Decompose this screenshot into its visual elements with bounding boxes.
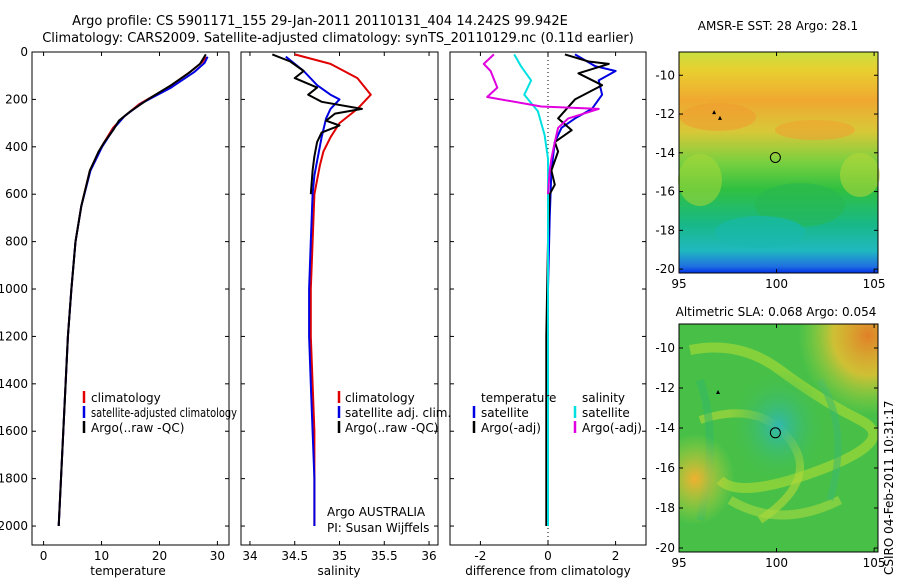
difference-legend: temperature salinity satellite Argo(-adj… bbox=[472, 391, 642, 435]
legend-label-climatology: climatology bbox=[91, 391, 161, 405]
ytick-label: 1000 bbox=[0, 282, 28, 296]
ytick-label: 1200 bbox=[0, 329, 28, 343]
series-line-salinity-satellite bbox=[513, 53, 549, 526]
sst-map-frame bbox=[678, 51, 879, 274]
map-xtick-label: 100 bbox=[765, 556, 788, 570]
sst-map-title: AMSR-E SST: 28 Argo: 28.1 bbox=[698, 19, 858, 33]
legend-header-temperature: temperature bbox=[481, 391, 556, 405]
series-line-argo-raw-qc- bbox=[271, 53, 363, 195]
sla-map-panel: Altimetric SLA: 0.068 Argo: 0.054 -10 -12… bbox=[655, 305, 885, 570]
sst-heatmap-texture bbox=[678, 103, 880, 248]
ytick-label: 0 bbox=[20, 45, 28, 59]
salinity-axes-frame bbox=[240, 51, 439, 546]
map-xtick-label: 95 bbox=[671, 277, 686, 291]
map-ytick-label: -20 bbox=[655, 262, 675, 276]
argo-position-marker bbox=[769, 151, 781, 163]
series-line-salinity-argo-adj- bbox=[482, 53, 600, 195]
legend-label-temp-satellite: satellite bbox=[481, 406, 529, 420]
xtick-label: 30 bbox=[210, 549, 225, 563]
map-xtick-label: 95 bbox=[671, 556, 686, 570]
figure-title-line1: Argo profile: CS 5901171_155 29-Jan-2011… bbox=[72, 14, 568, 29]
sla-map-frame bbox=[678, 323, 879, 553]
legend-label-temp-argo: Argo(-adj) bbox=[481, 421, 541, 435]
argo-australia-label: Argo AUSTRALIA bbox=[327, 505, 426, 519]
legend-label-satellite-adj: satellite adj. clim. bbox=[345, 406, 451, 420]
map-ytick-label: -14 bbox=[655, 421, 675, 435]
xtick-label: 35.5 bbox=[371, 549, 398, 563]
ytick-label: 2000 bbox=[0, 519, 28, 533]
legend-label-satellite-adjusted: satellite-adjusted climatology bbox=[91, 406, 237, 420]
legend-label-sal-satellite: satellite bbox=[582, 406, 630, 420]
map-xtick-label: 105 bbox=[863, 277, 886, 291]
xtick-label: 10 bbox=[94, 549, 109, 563]
series-line-argo-raw-qc- bbox=[57, 53, 207, 527]
series-line-climatology bbox=[294, 53, 372, 526]
difference-plot-layer: -2 0 2 bbox=[450, 51, 646, 563]
xtick-label: -2 bbox=[474, 549, 486, 563]
xtick-label: 36 bbox=[421, 549, 436, 563]
xtick-label: 34.5 bbox=[281, 549, 308, 563]
map-ytick-label: -20 bbox=[655, 541, 675, 555]
difference-xlabel: difference from climatology bbox=[465, 564, 631, 578]
difference-panel: -2 0 2 difference from climatology tempera… bbox=[449, 51, 647, 578]
float-track-point bbox=[717, 115, 722, 120]
salinity-plot-layer: 34 34.5 35 35.5 36 bbox=[241, 51, 438, 563]
map-ytick-label: -10 bbox=[655, 341, 675, 355]
pi-label: PI: Susan Wijffels bbox=[327, 521, 429, 535]
map-ytick-label: -14 bbox=[655, 146, 675, 160]
ytick-label: 1400 bbox=[0, 377, 28, 391]
xtick-label: 2 bbox=[612, 549, 620, 563]
sla-heatmap-texture bbox=[679, 324, 879, 552]
salinity-panel: 34 34.5 35 35.5 36 salinity climatology sate… bbox=[240, 51, 451, 578]
sla-map-title: Altimetric SLA: 0.068 Argo: 0.054 bbox=[676, 305, 877, 319]
legend-label-argo: Argo(..raw -QC) bbox=[91, 421, 184, 435]
ytick-label: 800 bbox=[5, 235, 28, 249]
map-ytick-label: -10 bbox=[655, 68, 675, 82]
ytick-label: 200 bbox=[5, 92, 28, 106]
ytick-label: 400 bbox=[5, 140, 28, 154]
xtick-label: 35 bbox=[332, 549, 347, 563]
temperature-xlabel: temperature bbox=[90, 564, 165, 578]
salinity-xlabel: salinity bbox=[317, 564, 360, 578]
series-line-satellite-adj-clim- bbox=[285, 55, 341, 526]
salinity-legend: climatology satellite adj. clim. Argo(..… bbox=[337, 391, 451, 435]
xtick-label: 20 bbox=[152, 549, 167, 563]
ytick-label: 1600 bbox=[0, 424, 28, 438]
xtick-label: 34 bbox=[242, 549, 257, 563]
legend-label-argo: Argo(..raw -QC) bbox=[345, 421, 438, 435]
temperature-legend: climatology satellite-adjusted climatolo… bbox=[82, 391, 237, 435]
legend-label-sal-argo: Argo(-adj) bbox=[582, 421, 642, 435]
ytick-label: 1800 bbox=[0, 472, 28, 486]
temperature-plot-layer: 0 200 400 600 800 1000 1200 1400 1600 1800 2000 0 10… bbox=[0, 45, 229, 563]
map-ytick-label: -16 bbox=[655, 461, 675, 475]
xtick-label: 0 bbox=[40, 549, 48, 563]
float-track-point bbox=[716, 390, 721, 394]
argo-position-marker bbox=[769, 427, 781, 439]
temperature-axes-frame bbox=[31, 51, 230, 546]
temperature-panel: 0 200 400 600 800 1000 1200 1400 1600 1800 2000 0 10… bbox=[0, 45, 237, 578]
map-ytick-label: -12 bbox=[655, 381, 675, 395]
map-xtick-label: 100 bbox=[765, 277, 788, 291]
map-ytick-label: -12 bbox=[655, 107, 675, 121]
xtick-label: 0 bbox=[544, 549, 552, 563]
map-xtick-label: 105 bbox=[863, 556, 886, 570]
float-track-point bbox=[712, 110, 717, 115]
sst-map-panel: AMSR-E SST: 28 Argo: 28.1 -10-12-14-16-1… bbox=[655, 19, 885, 291]
ytick-label: 600 bbox=[5, 187, 28, 201]
map-ytick-label: -18 bbox=[655, 223, 675, 237]
legend-header-salinity: salinity bbox=[582, 391, 625, 405]
credit-label: CSIRO 04-Feb-2011 10:31:17 bbox=[882, 400, 896, 575]
figure-title-line2: Climatology: CARS2009. Satellite-adjuste… bbox=[42, 31, 634, 46]
map-ytick-label: -16 bbox=[655, 185, 675, 199]
map-ytick-label: -18 bbox=[655, 501, 675, 515]
legend-label-climatology: climatology bbox=[345, 391, 415, 405]
